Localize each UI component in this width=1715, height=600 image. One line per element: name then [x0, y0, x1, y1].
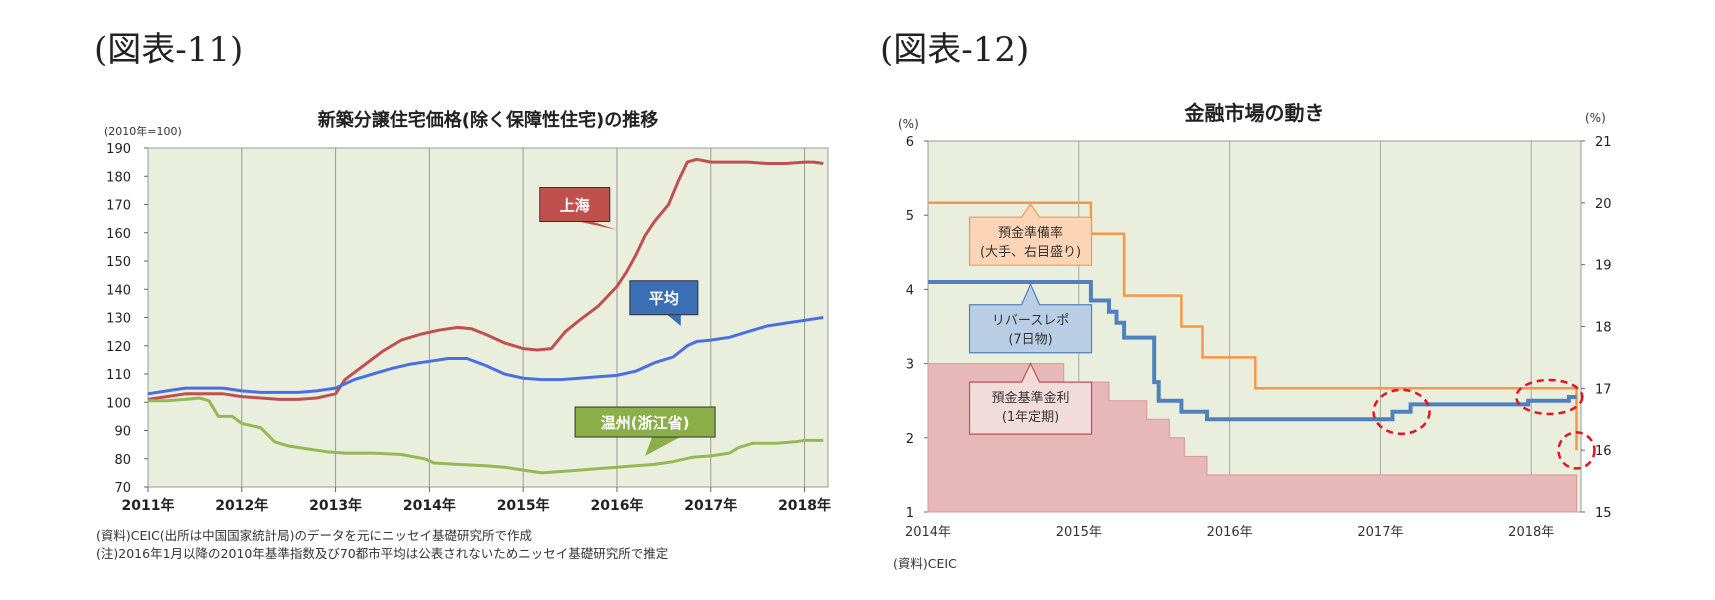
y-left-tick-label: 4 — [906, 283, 914, 298]
y-left-tick-label: 2 — [906, 432, 914, 447]
callout-box-reverse-repo — [968, 282, 1093, 354]
x-tick-label-right: 2014年 — [905, 525, 951, 540]
callout-box-shanghai — [539, 187, 611, 222]
callout-label-reverse-repo: リバースレポ — [992, 314, 1069, 329]
y-tick-label: 110 — [106, 368, 131, 383]
estimation-note: (注)2016年1月以降の2010年基準指数及び70都市平均は公表されないためニ… — [96, 546, 669, 561]
series-line-shanghai — [147, 157, 824, 401]
callout-label-reserve-ratio: 預金準備率 — [998, 225, 1063, 241]
callout-pointer-wenzhou — [645, 437, 681, 456]
figure-11-label: (図表-11) — [94, 30, 244, 70]
callout-label-deposit-rate: 預金基準金利 — [992, 390, 1070, 406]
y-left-tick-label: 6 — [906, 135, 914, 150]
y-tick-label: 80 — [114, 453, 131, 468]
x-tick-label: 2014年 — [403, 497, 456, 514]
y-tick-label: 190 — [106, 142, 131, 157]
y-right-tick-label: 15 — [1595, 506, 1612, 521]
source-note: (資料)CEIC(出所は中国国家統計局)のデータを元にニッセイ基礎研究所で作成 — [96, 528, 533, 543]
chart-title: 新築分譲住宅価格(除く保障性住宅)の推移 — [318, 109, 658, 131]
y-tick-label: 150 — [106, 255, 131, 270]
y-right-tick-label: 20 — [1595, 197, 1612, 212]
callout-deposit-rate: 預金基準金利 (1年定期) — [968, 362, 1093, 435]
callout-shanghai: 上海 — [539, 187, 617, 230]
highlight-circle — [1557, 431, 1596, 470]
y-tick-label: 140 — [106, 283, 131, 298]
callout-label-average: 平均 — [649, 290, 679, 308]
y-tick-label: 160 — [106, 227, 131, 242]
callout-label-reserve-ratio: (大手、右目盛り) — [980, 245, 1081, 260]
callout-pointer-average — [667, 314, 681, 326]
series-line-average — [147, 316, 824, 396]
y-tick-label: 70 — [114, 481, 131, 496]
callout-wenzhou: 温州(浙江省) — [574, 406, 716, 456]
callout-reserve-ratio: 預金準備率 (大手、右目盛り) — [968, 203, 1093, 266]
y-tick-label: 120 — [106, 340, 131, 355]
y-right-tick-label: 18 — [1595, 321, 1612, 336]
x-tick-label: 2016年 — [590, 497, 643, 514]
y-unit-label: (2010年=100) — [104, 124, 182, 138]
y-tick-label: 100 — [106, 396, 131, 411]
callout-box-reserve-ratio — [968, 203, 1093, 266]
right-unit-label: (%) — [1585, 111, 1606, 125]
series-line-reverse-repo — [928, 280, 1577, 422]
y-left-tick-label: 5 — [906, 209, 914, 224]
callout-label-shanghai: 上海 — [560, 197, 590, 215]
x-tick-label: 2018年 — [778, 497, 831, 514]
y-tick-label: 130 — [106, 312, 131, 327]
callout-label-wenzhou: 温州(浙江省) — [601, 414, 690, 432]
left-unit-label: (%) — [898, 117, 919, 131]
x-tick-label: 2011年 — [122, 497, 175, 514]
figure-12-label: (図表-12) — [880, 30, 1030, 70]
y-tick-label: 180 — [106, 170, 131, 185]
chart-title-right: 金融市場の動き — [1184, 101, 1325, 125]
y-left-tick-label: 3 — [906, 358, 914, 373]
x-tick-label-right: 2015年 — [1056, 525, 1102, 540]
y-right-tick-label: 17 — [1595, 382, 1612, 397]
y-right-tick-label: 19 — [1595, 259, 1612, 274]
callout-label-deposit-rate: (1年定期) — [1002, 410, 1059, 425]
callout-average: 平均 — [629, 280, 699, 326]
source-note-right: (資料)CEIC — [893, 556, 957, 571]
y-tick-label: 170 — [106, 199, 131, 214]
x-tick-label-right: 2017年 — [1357, 525, 1403, 540]
y-right-tick-label: 16 — [1595, 444, 1612, 459]
x-tick-label: 2017年 — [684, 497, 737, 514]
x-tick-label: 2012年 — [215, 497, 268, 514]
housing-price-chart: 新築分譲住宅価格(除く保障性住宅)の推移 (2010年=100) 2011年 2012… — [104, 109, 831, 514]
x-tick-label: 2013年 — [309, 497, 362, 514]
series-line-wenzhou — [148, 396, 824, 475]
callout-box-deposit-rate — [968, 362, 1093, 435]
highlight-circle — [1515, 378, 1584, 416]
x-tick-label-right: 2018年 — [1508, 525, 1554, 540]
callout-box-wenzhou — [574, 406, 716, 438]
callout-label-reverse-repo: (7日物) — [1008, 333, 1052, 348]
y-right-tick-label: 21 — [1595, 135, 1612, 150]
callout-reverse-repo: リバースレポ (7日物) — [968, 282, 1093, 354]
callout-box-average — [629, 280, 699, 316]
y-tick-label: 90 — [114, 425, 131, 440]
y-left-tick-label: 1 — [906, 506, 914, 521]
x-tick-label-right: 2016年 — [1207, 525, 1253, 540]
x-tick-label: 2015年 — [497, 497, 550, 514]
highlight-circle — [1372, 388, 1431, 436]
callout-pointer-shanghai — [578, 221, 617, 230]
